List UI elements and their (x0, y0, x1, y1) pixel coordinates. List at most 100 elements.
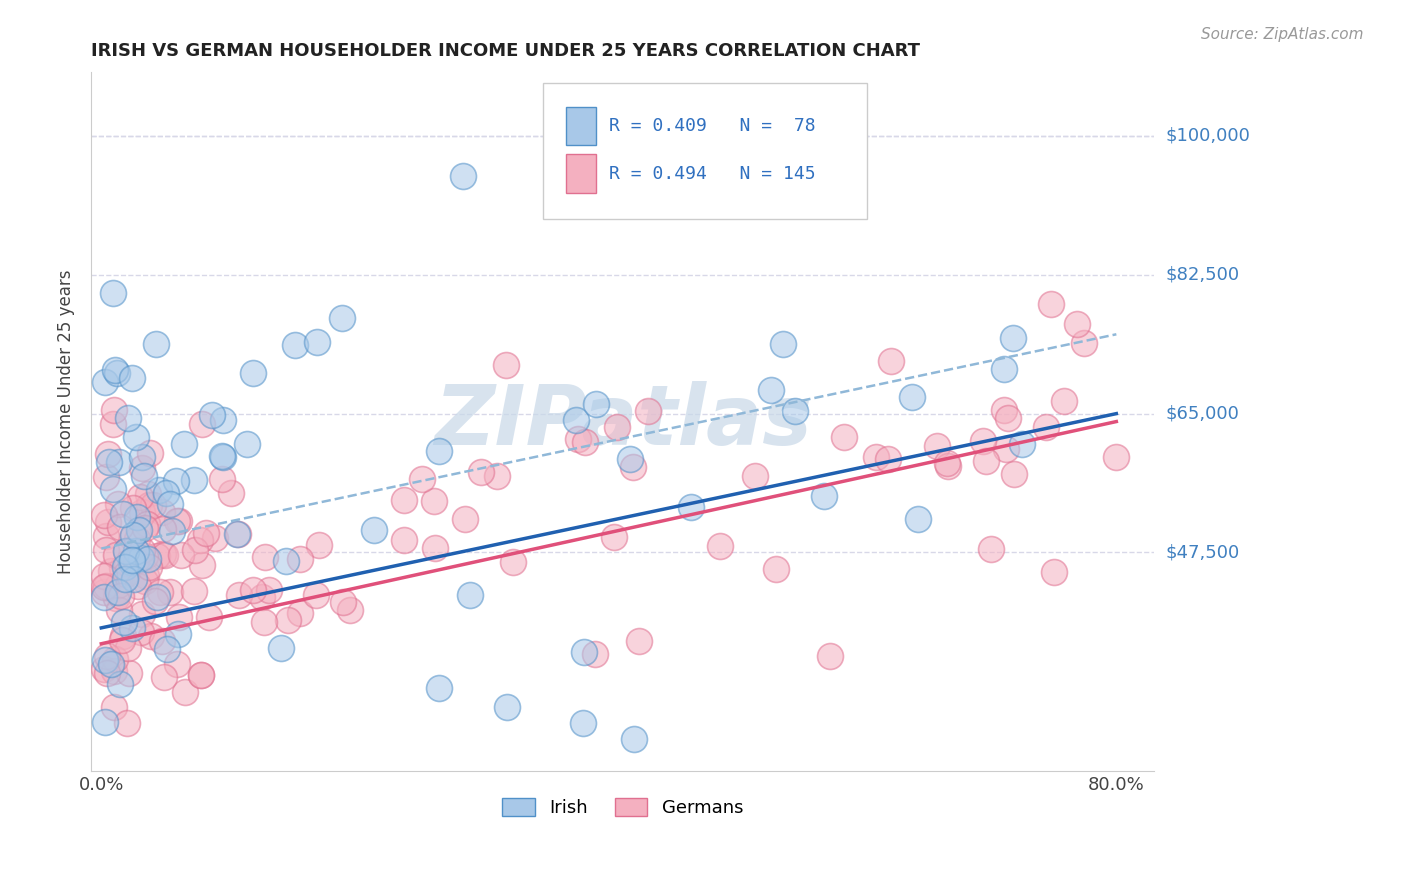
Point (121, 553, 143, 567)
Point (363, 523, 385, 537)
Point (93, 568, 115, 582)
Point (880, 353, 903, 368)
Point (152, 522, 174, 536)
Point (458, 588, 481, 602)
Point (228, 588, 250, 602)
Point (865, 450, 887, 464)
Point (621, 459, 644, 474)
Point (173, 685, 195, 699)
Point (111, 629, 134, 643)
Point (129, 551, 152, 566)
Point (105, 548, 128, 562)
Point (131, 607, 153, 621)
Point (131, 505, 153, 519)
Point (619, 451, 641, 466)
Point (425, 541, 447, 555)
Text: R = 0.409   N =  78: R = 0.409 N = 78 (609, 117, 815, 136)
Point (93, 585, 115, 599)
Point (195, 525, 218, 540)
Point (93, 590, 115, 604)
Point (190, 667, 212, 681)
Point (744, 469, 766, 483)
Point (765, 562, 787, 576)
Point (495, 358, 517, 372)
Text: $65,000: $65,000 (1166, 405, 1240, 423)
Point (138, 560, 160, 574)
Point (149, 585, 172, 599)
Point (112, 508, 135, 522)
Point (159, 584, 181, 599)
Point (392, 493, 415, 508)
Point (1002, 467, 1025, 481)
Point (606, 420, 628, 434)
Point (235, 437, 257, 451)
Point (94, 653, 117, 667)
Point (284, 338, 307, 352)
Point (907, 512, 929, 526)
Point (97, 455, 120, 469)
Point (94, 579, 117, 593)
Point (623, 731, 645, 746)
Point (305, 588, 328, 602)
Point (572, 716, 595, 731)
Point (136, 552, 159, 566)
Point (101, 286, 124, 301)
Point (125, 510, 148, 524)
Point (148, 483, 170, 498)
Point (332, 311, 354, 326)
Point (138, 498, 160, 512)
Point (422, 493, 444, 508)
Bar (567, 154, 596, 193)
Text: $47,500: $47,500 (1166, 543, 1240, 561)
Point (110, 589, 132, 603)
Point (190, 558, 212, 573)
Point (270, 640, 292, 655)
Point (427, 444, 450, 458)
Point (155, 642, 177, 657)
Point (115, 716, 138, 731)
Text: Source: ZipAtlas.com: Source: ZipAtlas.com (1201, 27, 1364, 42)
Point (150, 633, 173, 648)
Point (111, 632, 134, 647)
Point (127, 579, 149, 593)
Point (190, 667, 212, 681)
Point (925, 439, 948, 453)
Legend: Irish, Germans: Irish, Germans (495, 790, 751, 824)
Y-axis label: Householder Income Under 25 years: Householder Income Under 25 years (58, 269, 75, 574)
Point (152, 547, 174, 561)
Point (129, 490, 152, 504)
Point (173, 436, 195, 450)
Point (128, 523, 150, 537)
Point (96, 648, 118, 663)
Point (107, 577, 129, 591)
Text: $82,500: $82,500 (1166, 266, 1240, 284)
Point (97, 447, 120, 461)
Point (135, 569, 157, 583)
Point (972, 434, 994, 449)
Point (585, 396, 607, 410)
Point (226, 526, 249, 541)
Point (155, 485, 177, 500)
Point (574, 434, 596, 449)
Point (394, 533, 416, 548)
Point (145, 549, 167, 563)
Point (253, 615, 276, 629)
Point (143, 593, 166, 607)
Point (709, 539, 731, 553)
Point (127, 532, 149, 546)
Point (628, 634, 651, 648)
Text: $100,000: $100,000 (1166, 127, 1250, 145)
Point (997, 411, 1019, 425)
Point (242, 366, 264, 380)
Point (257, 582, 280, 597)
Point (134, 549, 156, 563)
Point (139, 629, 162, 643)
Point (1053, 394, 1076, 409)
Point (104, 652, 127, 666)
Point (107, 585, 129, 599)
Point (122, 572, 145, 586)
Point (117, 564, 139, 578)
Point (1011, 437, 1033, 451)
Point (125, 554, 148, 568)
Point (901, 390, 924, 404)
